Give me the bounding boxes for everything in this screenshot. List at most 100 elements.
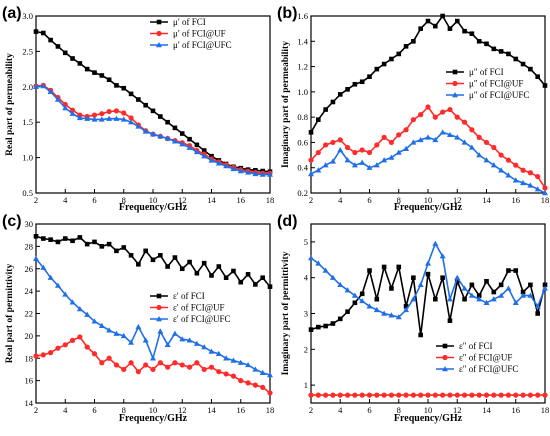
data-point — [381, 157, 388, 163]
data-point — [351, 162, 358, 168]
data-point — [440, 275, 445, 280]
x-tick-label: 6 — [92, 405, 96, 415]
y-axis-label: Imaginary part of permeability — [281, 41, 291, 168]
data-point — [476, 296, 483, 302]
y-tick-label: 1.6 — [297, 11, 308, 21]
y-tick-label: 2.5 — [22, 46, 33, 56]
data-point — [315, 392, 321, 398]
x-tick-label: 6 — [92, 195, 96, 205]
data-point — [215, 160, 222, 166]
y-tick-label: 18 — [25, 353, 34, 363]
series-line — [310, 15, 546, 133]
data-point — [157, 133, 164, 139]
series-fci-uf — [33, 82, 273, 176]
data-point — [351, 292, 358, 298]
data-point — [143, 248, 148, 254]
x-tick-label: 18 — [266, 195, 275, 205]
data-point — [76, 114, 83, 121]
data-point — [142, 128, 149, 134]
data-point — [498, 49, 504, 54]
y-tick-label: 26 — [25, 264, 34, 274]
data-point — [179, 336, 186, 342]
data-point — [194, 360, 200, 366]
data-point — [512, 299, 519, 305]
data-point — [121, 85, 127, 91]
data-point — [106, 355, 112, 361]
x-tick-label: 12 — [178, 405, 187, 415]
data-point — [344, 287, 351, 293]
data-point — [47, 88, 54, 94]
data-point — [352, 300, 358, 306]
data-point — [245, 361, 252, 368]
data-point — [395, 314, 402, 320]
y-tick-label: 0.5 — [22, 188, 33, 198]
data-point — [252, 366, 259, 372]
y-axis-label: Imaginary part of permittivity — [281, 251, 291, 375]
data-point — [308, 171, 314, 177]
panel-label: (c) — [2, 213, 22, 230]
y-tick-label: 16 — [25, 376, 34, 386]
data-point — [447, 26, 453, 31]
series-fci-ufc — [308, 129, 548, 196]
series-fci-uf — [308, 392, 548, 398]
data-point — [337, 137, 343, 143]
data-point — [106, 108, 112, 115]
data-point — [367, 268, 372, 273]
data-point — [498, 152, 504, 158]
y-tick-label: 14 — [25, 398, 34, 408]
data-point — [432, 240, 439, 246]
data-point — [201, 153, 208, 159]
data-point — [469, 31, 475, 36]
data-point — [366, 164, 373, 170]
data-point — [506, 51, 511, 57]
data-point — [534, 186, 541, 192]
y-tick-label: 0.2 — [297, 188, 308, 198]
data-point — [99, 244, 105, 249]
series-line — [35, 336, 271, 394]
data-point — [542, 392, 548, 398]
y-tick-label: 0.8 — [297, 112, 308, 122]
data-point — [84, 344, 90, 350]
data-point — [106, 327, 113, 333]
data-point — [55, 239, 61, 245]
data-point — [164, 341, 171, 348]
data-point — [77, 334, 83, 340]
y-tick-label: 28 — [25, 241, 34, 251]
series-fci-ufc — [33, 255, 273, 378]
y-tick-label: 1.0 — [297, 87, 308, 97]
data-point — [483, 139, 490, 146]
x-axis-label: Frequency/GHz — [119, 413, 188, 424]
x-tick-label: 4 — [338, 195, 343, 205]
data-point — [114, 248, 119, 254]
data-point — [253, 282, 258, 287]
data-point — [520, 292, 527, 298]
data-point — [230, 165, 237, 172]
data-point — [55, 44, 61, 49]
legend-marker — [452, 80, 458, 87]
x-tick-label: 18 — [541, 405, 550, 415]
data-point — [505, 285, 512, 291]
x-tick-label: 10 — [424, 405, 433, 415]
data-point — [410, 117, 416, 123]
data-point — [201, 366, 207, 373]
data-point — [179, 266, 185, 272]
data-point — [187, 259, 192, 265]
data-point — [330, 139, 336, 146]
legend: μ′ of FCI μ′ of FCI@UFμ′ of FCI@UFC — [150, 17, 232, 50]
data-point — [84, 115, 91, 121]
panel-label: (a) — [2, 5, 22, 22]
x-tick-label: 6 — [367, 195, 371, 205]
data-point — [209, 273, 214, 278]
data-point — [513, 268, 519, 273]
data-point — [528, 282, 533, 288]
x-tick-label: 18 — [541, 195, 550, 205]
legend-entry: μ′ of FCI — [173, 17, 206, 27]
data-point — [447, 392, 453, 398]
data-point — [216, 369, 222, 375]
series-fci-uf — [308, 104, 548, 191]
data-point — [106, 77, 112, 83]
x-tick-label: 4 — [63, 195, 68, 205]
data-point — [54, 96, 61, 102]
data-point — [389, 286, 394, 291]
